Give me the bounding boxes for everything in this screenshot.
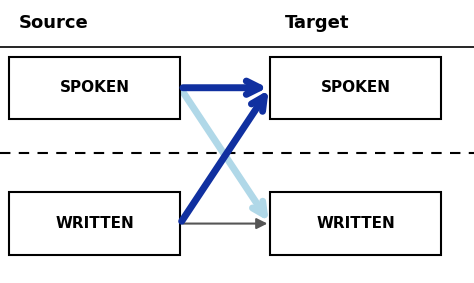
Text: Target: Target [284, 14, 349, 32]
Bar [270, 192, 441, 255]
Text: Source: Source [19, 14, 89, 32]
Text: SPOKEN: SPOKEN [320, 80, 391, 95]
Text: WRITTEN: WRITTEN [316, 216, 395, 231]
Bar [9, 192, 180, 255]
Bar [270, 57, 441, 119]
Text: WRITTEN: WRITTEN [55, 216, 134, 231]
Bar [9, 57, 180, 119]
Text: SPOKEN: SPOKEN [60, 80, 130, 95]
